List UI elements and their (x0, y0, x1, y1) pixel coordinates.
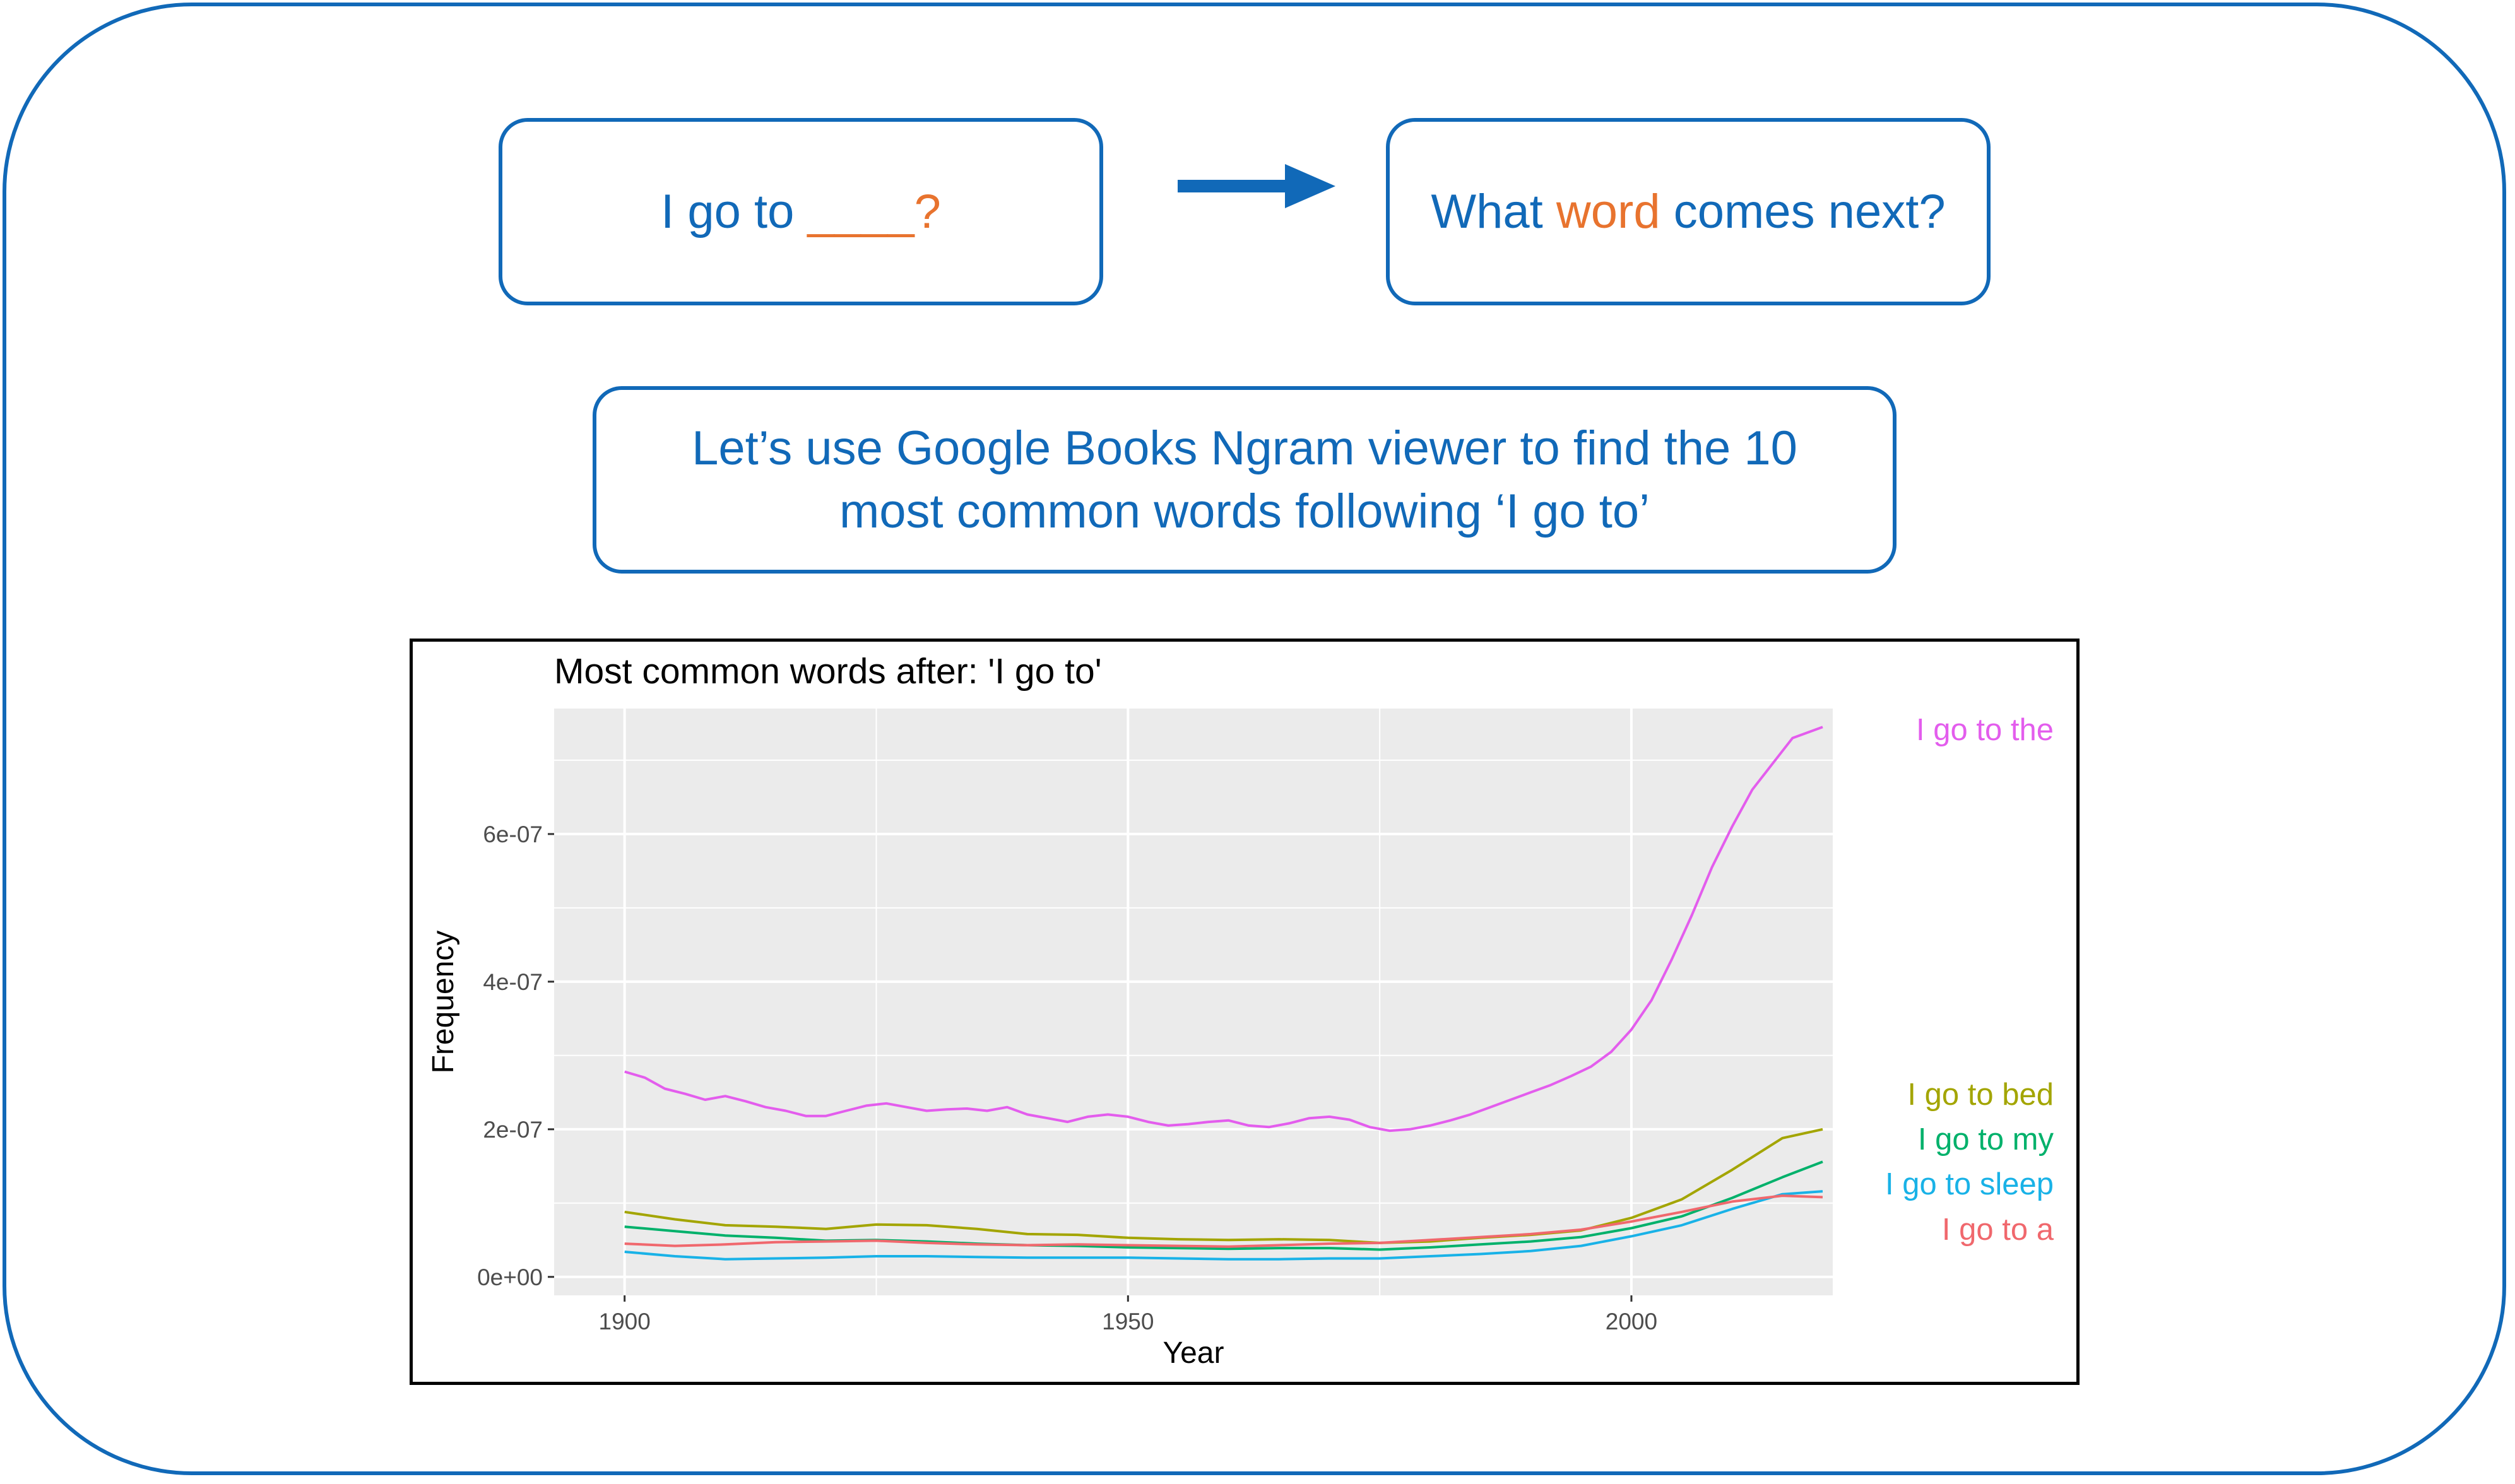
question-mark: ? (914, 185, 941, 238)
info-line-2: most common words following ‘I go to’ (839, 484, 1650, 538)
info-text: Let’s use Google Books Ngram viewer to f… (692, 417, 1797, 543)
series-line (624, 1194, 1823, 1248)
y-tick-label: 2e-07 (483, 1117, 543, 1143)
chart-panel: 1900 1950 2000 0e+00 2e-07 4e-07 6e-07 I go to … (410, 639, 2080, 1385)
series-line (624, 726, 1823, 1133)
series-label: I go to bed (1907, 1078, 2054, 1112)
right-arrow-icon (1178, 164, 1335, 208)
series-line (624, 1190, 1823, 1261)
answer-box: What word comes next? (1386, 118, 1991, 305)
x-tick-label: 2000 (1606, 1309, 1657, 1334)
answer-suffix: comes next? (1660, 185, 1946, 238)
question-prefix: I go to (661, 185, 808, 238)
question-text: I go to ____? (661, 184, 941, 239)
y-tick-label: 4e-07 (483, 969, 543, 995)
question-box: I go to ____? (499, 118, 1103, 305)
y-tick-label: 0e+00 (477, 1264, 543, 1290)
question-blank: ____ (807, 185, 914, 238)
answer-highlight: word (1556, 185, 1660, 238)
chart-title: Most common words after: 'I go to' (554, 651, 1102, 692)
outer-frame (3, 3, 2506, 1475)
x-tick-label: 1900 (599, 1309, 651, 1334)
series-label: I go to sleep (1885, 1167, 2054, 1201)
series-label: I go to the (1916, 713, 2054, 747)
x-axis-label: Year (1163, 1336, 1224, 1370)
y-axis-label: Frequency (427, 931, 460, 1074)
series-label: I go to my (1918, 1122, 2054, 1157)
line-chart: 1900 1950 2000 0e+00 2e-07 4e-07 6e-07 I go to … (427, 651, 2054, 1370)
series-line (624, 1128, 1823, 1244)
info-line-1: Let’s use Google Books Ngram viewer to f… (692, 421, 1797, 475)
info-box: Let’s use Google Books Ngram viewer to f… (593, 386, 1897, 574)
x-tick-label: 1950 (1102, 1309, 1154, 1334)
answer-prefix: What (1431, 185, 1556, 238)
y-tick-label: 6e-07 (483, 822, 543, 847)
plot-background (554, 709, 1833, 1295)
answer-text: What word comes next? (1431, 184, 1945, 239)
series-label: I go to a (1942, 1213, 2054, 1247)
